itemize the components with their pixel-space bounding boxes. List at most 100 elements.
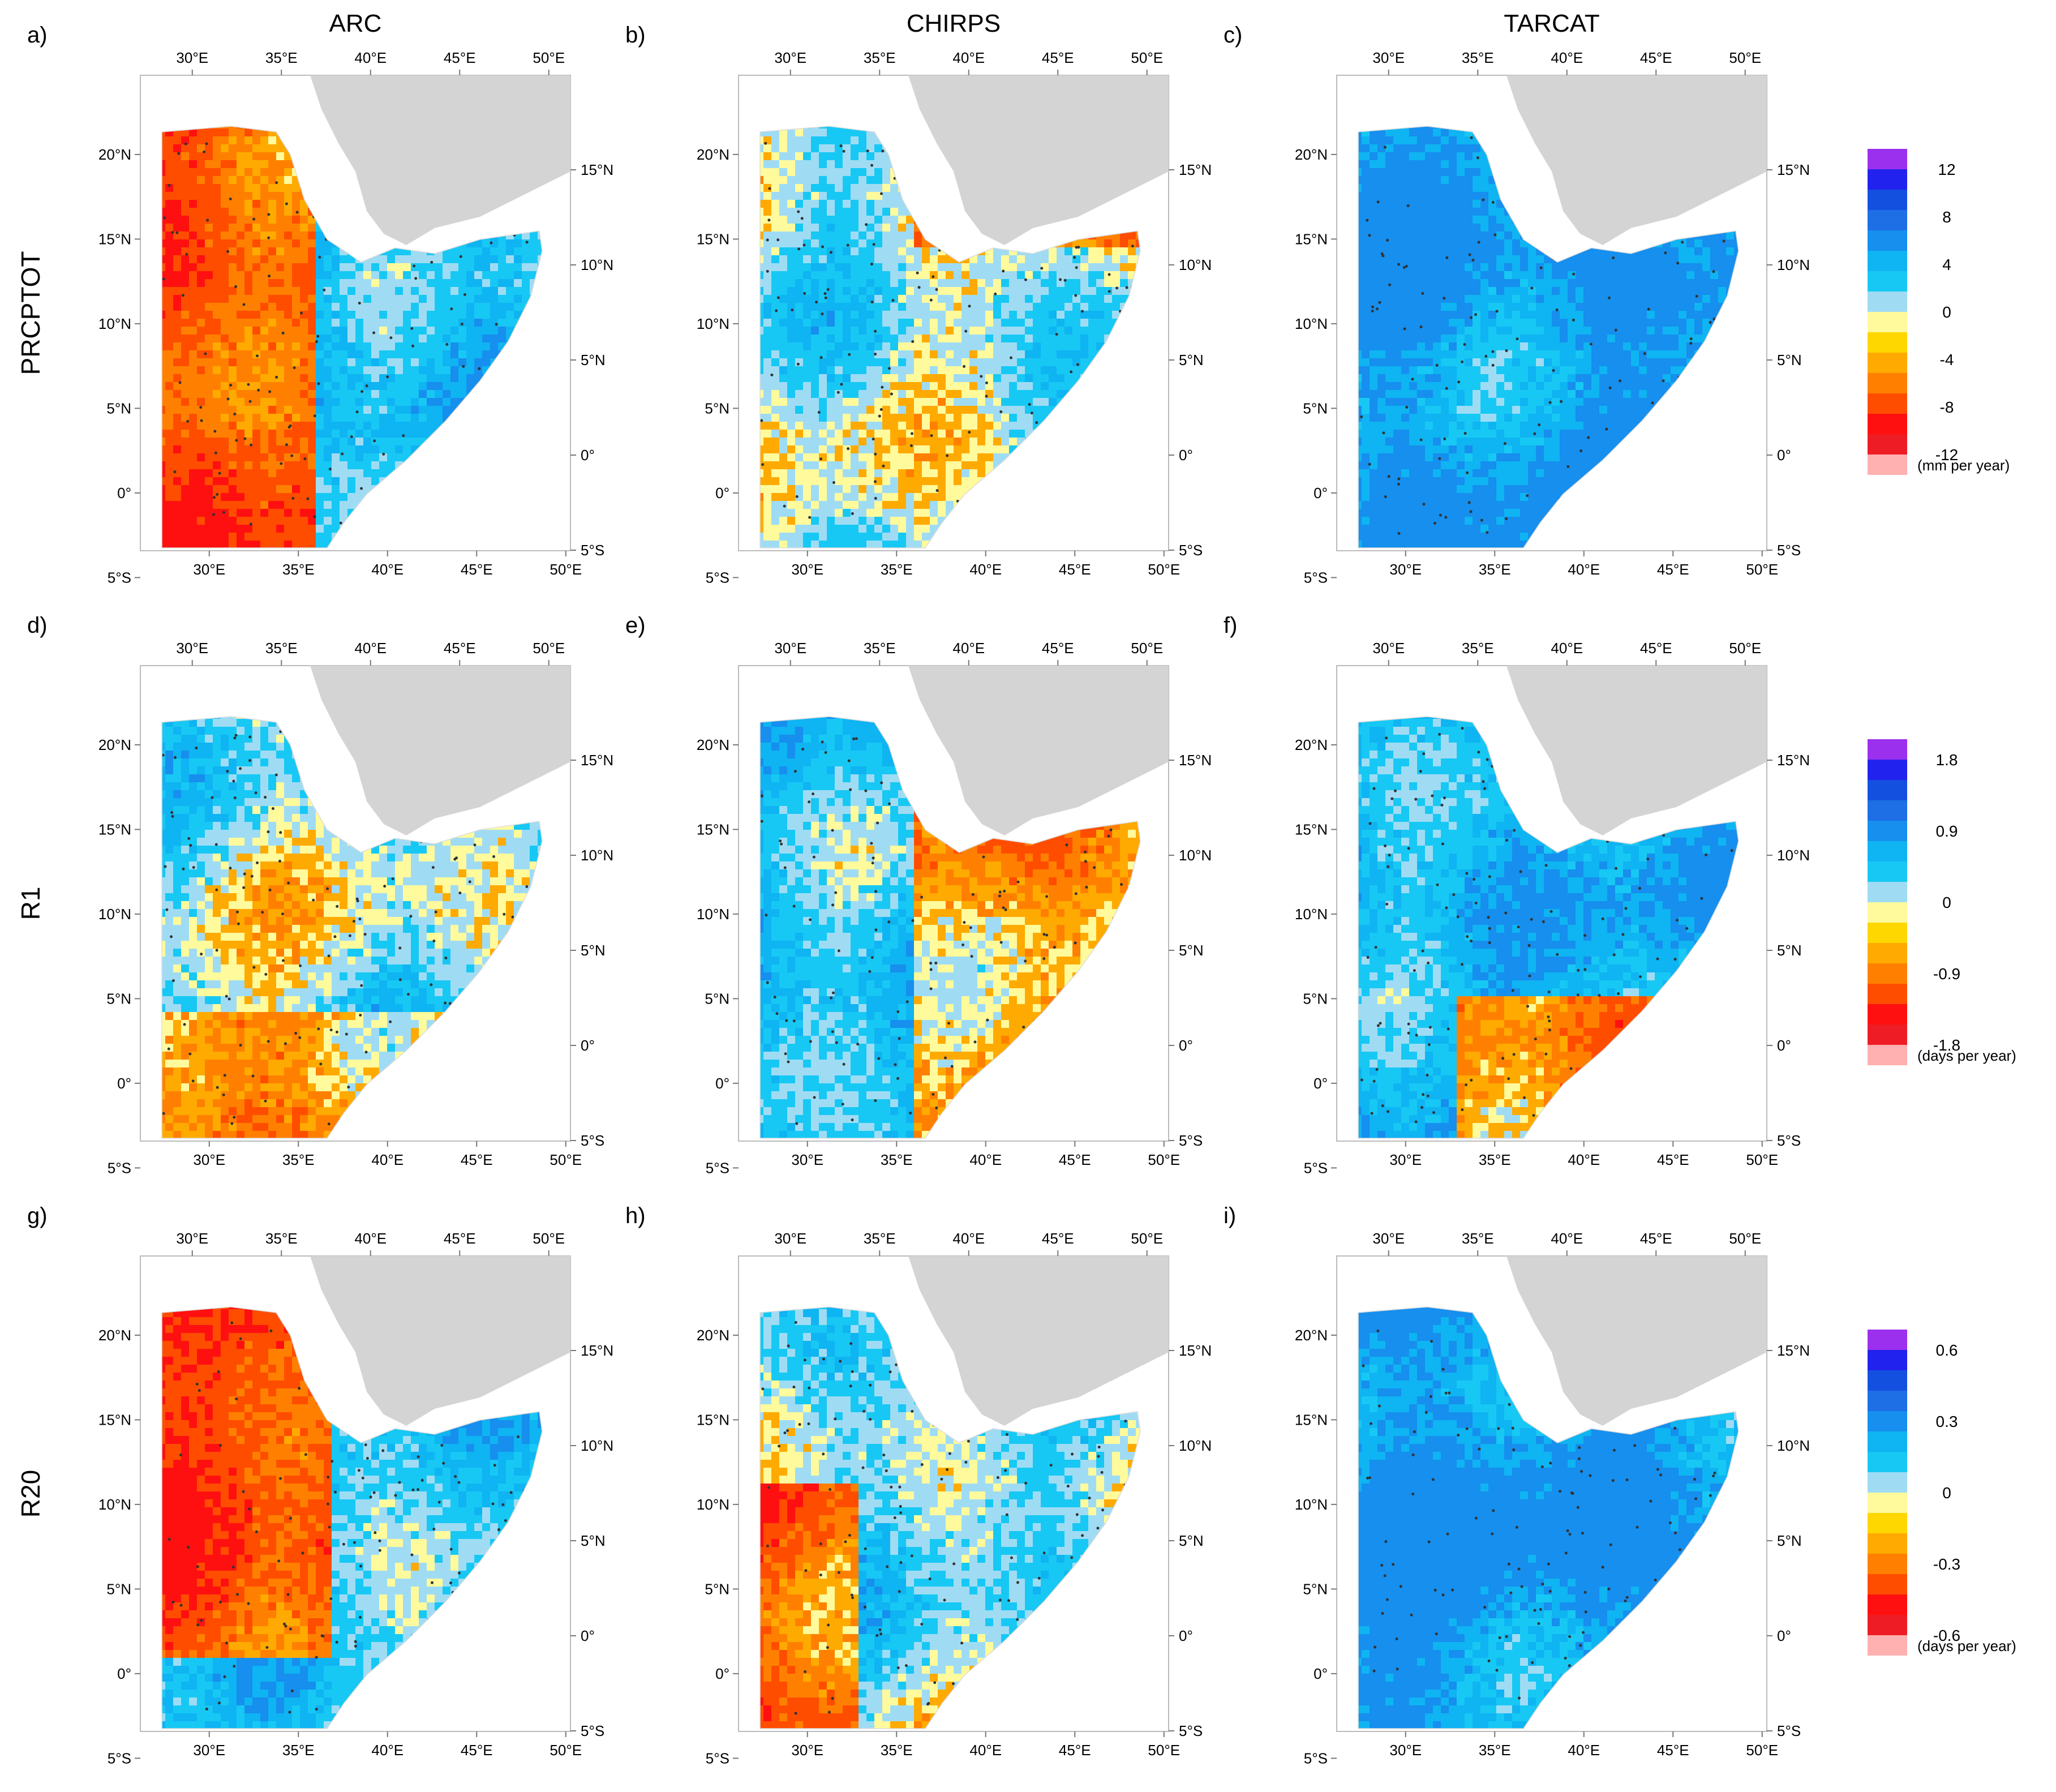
raster-cell: [1057, 374, 1065, 382]
raster-cell: [276, 438, 284, 445]
raster-cell: [859, 168, 866, 176]
raster-cell: [268, 493, 276, 501]
raster-cell: [332, 469, 340, 477]
raster-cell: [906, 279, 914, 287]
raster-cell: [387, 303, 395, 311]
raster-cell: [1041, 295, 1049, 303]
raster-cell: [229, 263, 237, 271]
raster-cell: [1096, 327, 1104, 335]
raster-cell: [1049, 382, 1057, 390]
raster-cell: [340, 335, 347, 342]
raster-cell: [276, 414, 284, 422]
raster-cell: [498, 295, 506, 303]
raster-cell: [938, 342, 946, 350]
raster-cell: [811, 374, 819, 382]
raster-cell: [1088, 263, 1096, 271]
raster-cell: [363, 430, 371, 438]
raster-cell: [787, 160, 795, 168]
significance-dot: [267, 213, 270, 216]
raster-cell: [427, 414, 435, 422]
raster-cell: [435, 358, 443, 366]
raster-cell: [244, 128, 252, 136]
raster-cell: [898, 303, 906, 311]
raster-cell: [252, 295, 260, 303]
raster-cell: [779, 350, 787, 358]
raster-cell: [213, 128, 221, 136]
raster-cell: [851, 295, 859, 303]
raster-cell: [1096, 239, 1104, 247]
raster-cell: [843, 271, 851, 279]
raster-cell: [427, 279, 435, 287]
raster-cell: [173, 184, 181, 192]
raster-cell: [859, 200, 866, 208]
raster-cell: [859, 327, 866, 335]
raster-cell: [954, 342, 962, 350]
raster-cell: [189, 533, 197, 541]
raster-cell: [332, 335, 340, 342]
lat-tick-right: 5°S: [581, 542, 604, 559]
raster-cell: [355, 335, 363, 342]
raster-cell: [458, 279, 466, 287]
raster-cell: [395, 382, 403, 390]
raster-cell: [1049, 335, 1057, 342]
significance-dot: [445, 343, 448, 346]
raster-cell: [419, 303, 427, 311]
raster-cell: [340, 255, 347, 263]
raster-cell: [244, 406, 252, 414]
raster-cell: [906, 231, 914, 239]
raster-cell: [237, 445, 244, 453]
raster-cell: [268, 414, 276, 422]
raster-cell: [284, 231, 292, 239]
raster-cell: [387, 382, 395, 390]
raster-cell: [859, 342, 866, 350]
raster-cell: [205, 224, 213, 231]
raster-cell: [1128, 247, 1136, 255]
raster-cell: [906, 311, 914, 319]
raster-cell: [1104, 295, 1112, 303]
raster-cell: [308, 224, 316, 231]
raster-cell: [340, 295, 347, 303]
raster-cell: [292, 414, 300, 422]
raster-cell: [205, 374, 213, 382]
significance-dot: [250, 444, 252, 447]
raster-cell: [827, 382, 835, 390]
raster-cell: [308, 366, 316, 374]
raster-cell: [938, 263, 946, 271]
raster-cell: [316, 311, 324, 319]
raster-cell: [371, 279, 379, 287]
raster-cell: [1041, 327, 1049, 335]
raster-cell: [363, 374, 371, 382]
raster-cell: [898, 216, 906, 224]
raster-cell: [914, 327, 922, 335]
raster-cell: [316, 327, 324, 335]
lon-tick-bottom: 30°E: [193, 561, 225, 578]
raster-cell: [252, 184, 260, 192]
raster-cell: [332, 374, 340, 382]
raster-cell: [443, 287, 450, 295]
raster-cell: [189, 144, 197, 152]
raster-cell: [458, 350, 466, 358]
raster-cell: [324, 279, 332, 287]
raster-cell: [165, 525, 173, 533]
raster-cell: [292, 224, 300, 231]
raster-cell: [1088, 247, 1096, 255]
raster-cell: [213, 176, 221, 184]
raster-cell: [205, 160, 213, 168]
significance-dot: [184, 143, 187, 145]
raster-cell: [260, 390, 268, 398]
raster-cell: [482, 279, 490, 287]
raster-cell: [763, 247, 771, 255]
raster-cell: [197, 303, 205, 311]
raster-cell: [866, 271, 874, 279]
raster-cell: [284, 168, 292, 176]
raster-cell: [197, 184, 205, 192]
raster-cell: [819, 374, 827, 382]
raster-cell: [252, 350, 260, 358]
raster-cell: [229, 501, 237, 509]
raster-cell: [347, 342, 355, 350]
raster-cell: [292, 430, 300, 438]
raster-cell: [819, 255, 827, 263]
raster-cell: [284, 335, 292, 342]
raster-cell: [252, 168, 260, 176]
raster-cell: [332, 382, 340, 390]
